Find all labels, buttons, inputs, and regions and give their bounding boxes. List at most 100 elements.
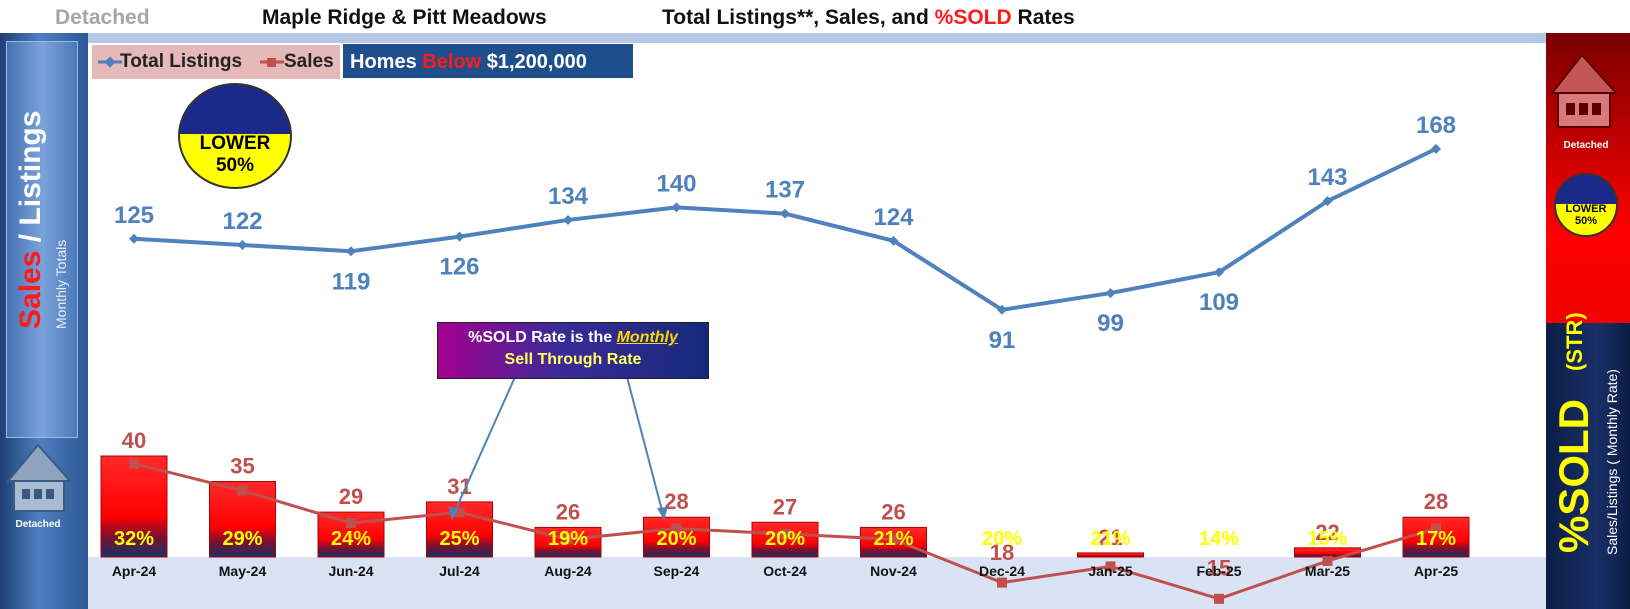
area-title: Maple Ridge & Pitt Meadows: [262, 6, 547, 29]
listings-value-label: 168: [1416, 112, 1456, 139]
x-tick-label: Oct-24: [763, 563, 807, 579]
lower-50-badge: LOWER 50%: [178, 83, 292, 189]
listings-point: [780, 208, 790, 219]
sales-point: [1214, 593, 1224, 604]
sales-point: [346, 518, 356, 529]
listings-value-label: 124: [873, 204, 914, 231]
listings-point: [1105, 288, 1116, 299]
sales-point: [563, 534, 573, 545]
sold-rate-label: 21%: [873, 528, 913, 550]
sales-value-label: 18: [990, 540, 1014, 565]
plot-top-band: [88, 33, 1546, 43]
listings-point: [1322, 196, 1333, 207]
legend-sales-label: Sales: [284, 51, 334, 72]
listings-point: [997, 304, 1007, 315]
sold-rate-label: 20%: [656, 528, 696, 550]
house-icon-right: [1549, 53, 1619, 128]
listings-point: [563, 214, 573, 225]
right-panel: Detached LOWER 50% %SOLD (STR) Sales/Lis…: [1546, 33, 1630, 609]
listings-value-label: 99: [1097, 310, 1124, 337]
sold-rate-callout: %SOLD Rate is the Monthly Sell Through R…: [437, 322, 709, 379]
sales-value-label: 27: [773, 494, 797, 519]
callout-arrowhead: [657, 507, 668, 520]
sales-value-label: 15: [1207, 556, 1231, 581]
x-tick-label: Jun-24: [328, 563, 374, 579]
x-tick-label: Mar-25: [1304, 563, 1351, 579]
right-panel-bottom: [1546, 323, 1630, 609]
left-axis-panel: Sales / Listings Monthly Totals Detached: [0, 33, 88, 609]
sales-point: [454, 507, 465, 518]
listings-point: [1214, 267, 1224, 278]
x-tick-label: Sep-24: [653, 563, 700, 579]
sales-value-label: 28: [1424, 489, 1448, 514]
x-tick-label: Apr-24: [111, 563, 157, 579]
sales-point: [671, 523, 682, 534]
sold-rate-label: 29%: [222, 528, 262, 550]
listings-point: [129, 233, 139, 244]
legend: Total Listings Sales: [92, 45, 340, 79]
sales-value-label: 21: [1098, 525, 1122, 550]
sales-value-label: 29: [339, 484, 363, 509]
sales-bar: [751, 521, 819, 558]
sales-point: [1431, 523, 1441, 534]
x-tick-label: Jul-24: [439, 563, 480, 579]
listings-point: [1431, 143, 1441, 154]
x-tick-label: Feb-25: [1196, 563, 1242, 579]
sold-rate-label: 17%: [1416, 528, 1456, 550]
x-tick-label: Dec-24: [979, 563, 1025, 579]
header: Detached Maple Ridge & Pitt Meadows Tota…: [0, 0, 1630, 33]
legend-listings-swatch: [98, 56, 122, 68]
callout-arrowhead: [448, 506, 458, 520]
sales-point: [888, 534, 899, 545]
sales-value-label: 26: [556, 499, 580, 524]
right-house-label: Detached: [1563, 140, 1609, 151]
callout-arrow: [626, 376, 665, 519]
listings-line: [133, 147, 1437, 312]
chart-title: Total Listings**, Sales, and %SOLD Rates: [662, 6, 1075, 29]
listings-value-label: 122: [222, 208, 262, 235]
listings-value-label: 91: [989, 327, 1016, 354]
sold-rate-label: 20%: [765, 528, 805, 550]
listings-point: [237, 240, 248, 251]
listings-value-label: 143: [1307, 164, 1347, 191]
property-type-title: Detached: [55, 6, 150, 29]
sales-value-label: 35: [230, 454, 254, 479]
left-axis-inner: [6, 41, 78, 438]
sales-point: [997, 577, 1007, 588]
listings-value-label: 125: [114, 202, 154, 229]
sales-value-label: 26: [881, 499, 905, 524]
listings-value-label: 134: [548, 183, 589, 210]
sold-rate-label: 15%: [1307, 528, 1347, 550]
sold-rate-label: 14%: [1199, 528, 1239, 550]
x-axis-band: [88, 557, 1546, 609]
x-tick-label: May-24: [218, 563, 267, 579]
x-tick-label: Aug-24: [544, 563, 592, 579]
x-tick-label: Nov-24: [870, 563, 917, 579]
sales-point: [1322, 555, 1333, 566]
sales-point: [780, 528, 790, 539]
sold-rate-label: 20%: [982, 528, 1022, 550]
sold-rate-label: 32%: [114, 528, 154, 550]
sales-bar: [1077, 552, 1144, 558]
sales-bar: [100, 455, 168, 558]
legend-sales-swatch: [260, 58, 284, 67]
listings-point: [671, 202, 682, 213]
listings-value-label: 109: [1199, 289, 1239, 316]
sales-point: [237, 485, 248, 496]
legend-listings-label: Total Listings: [120, 51, 243, 72]
callout-arrow: [451, 376, 516, 519]
house-icon: [5, 443, 73, 512]
x-tick-label: Jan-25: [1088, 563, 1133, 579]
sold-rate-label: 24%: [331, 528, 371, 550]
left-house-label: Detached: [15, 519, 61, 530]
listings-point: [346, 246, 356, 257]
sold-rate-label: 25%: [439, 528, 479, 550]
price-band-label: Homes Below $1,200,000: [343, 44, 633, 78]
listings-value-label: 140: [656, 170, 696, 197]
listings-point: [888, 235, 899, 246]
sold-rate-label: 21%: [1090, 528, 1130, 550]
listings-point: [454, 231, 465, 242]
sales-value-label: 22: [1315, 520, 1339, 545]
lower-50-badge-small: LOWER 50%: [1554, 173, 1618, 237]
